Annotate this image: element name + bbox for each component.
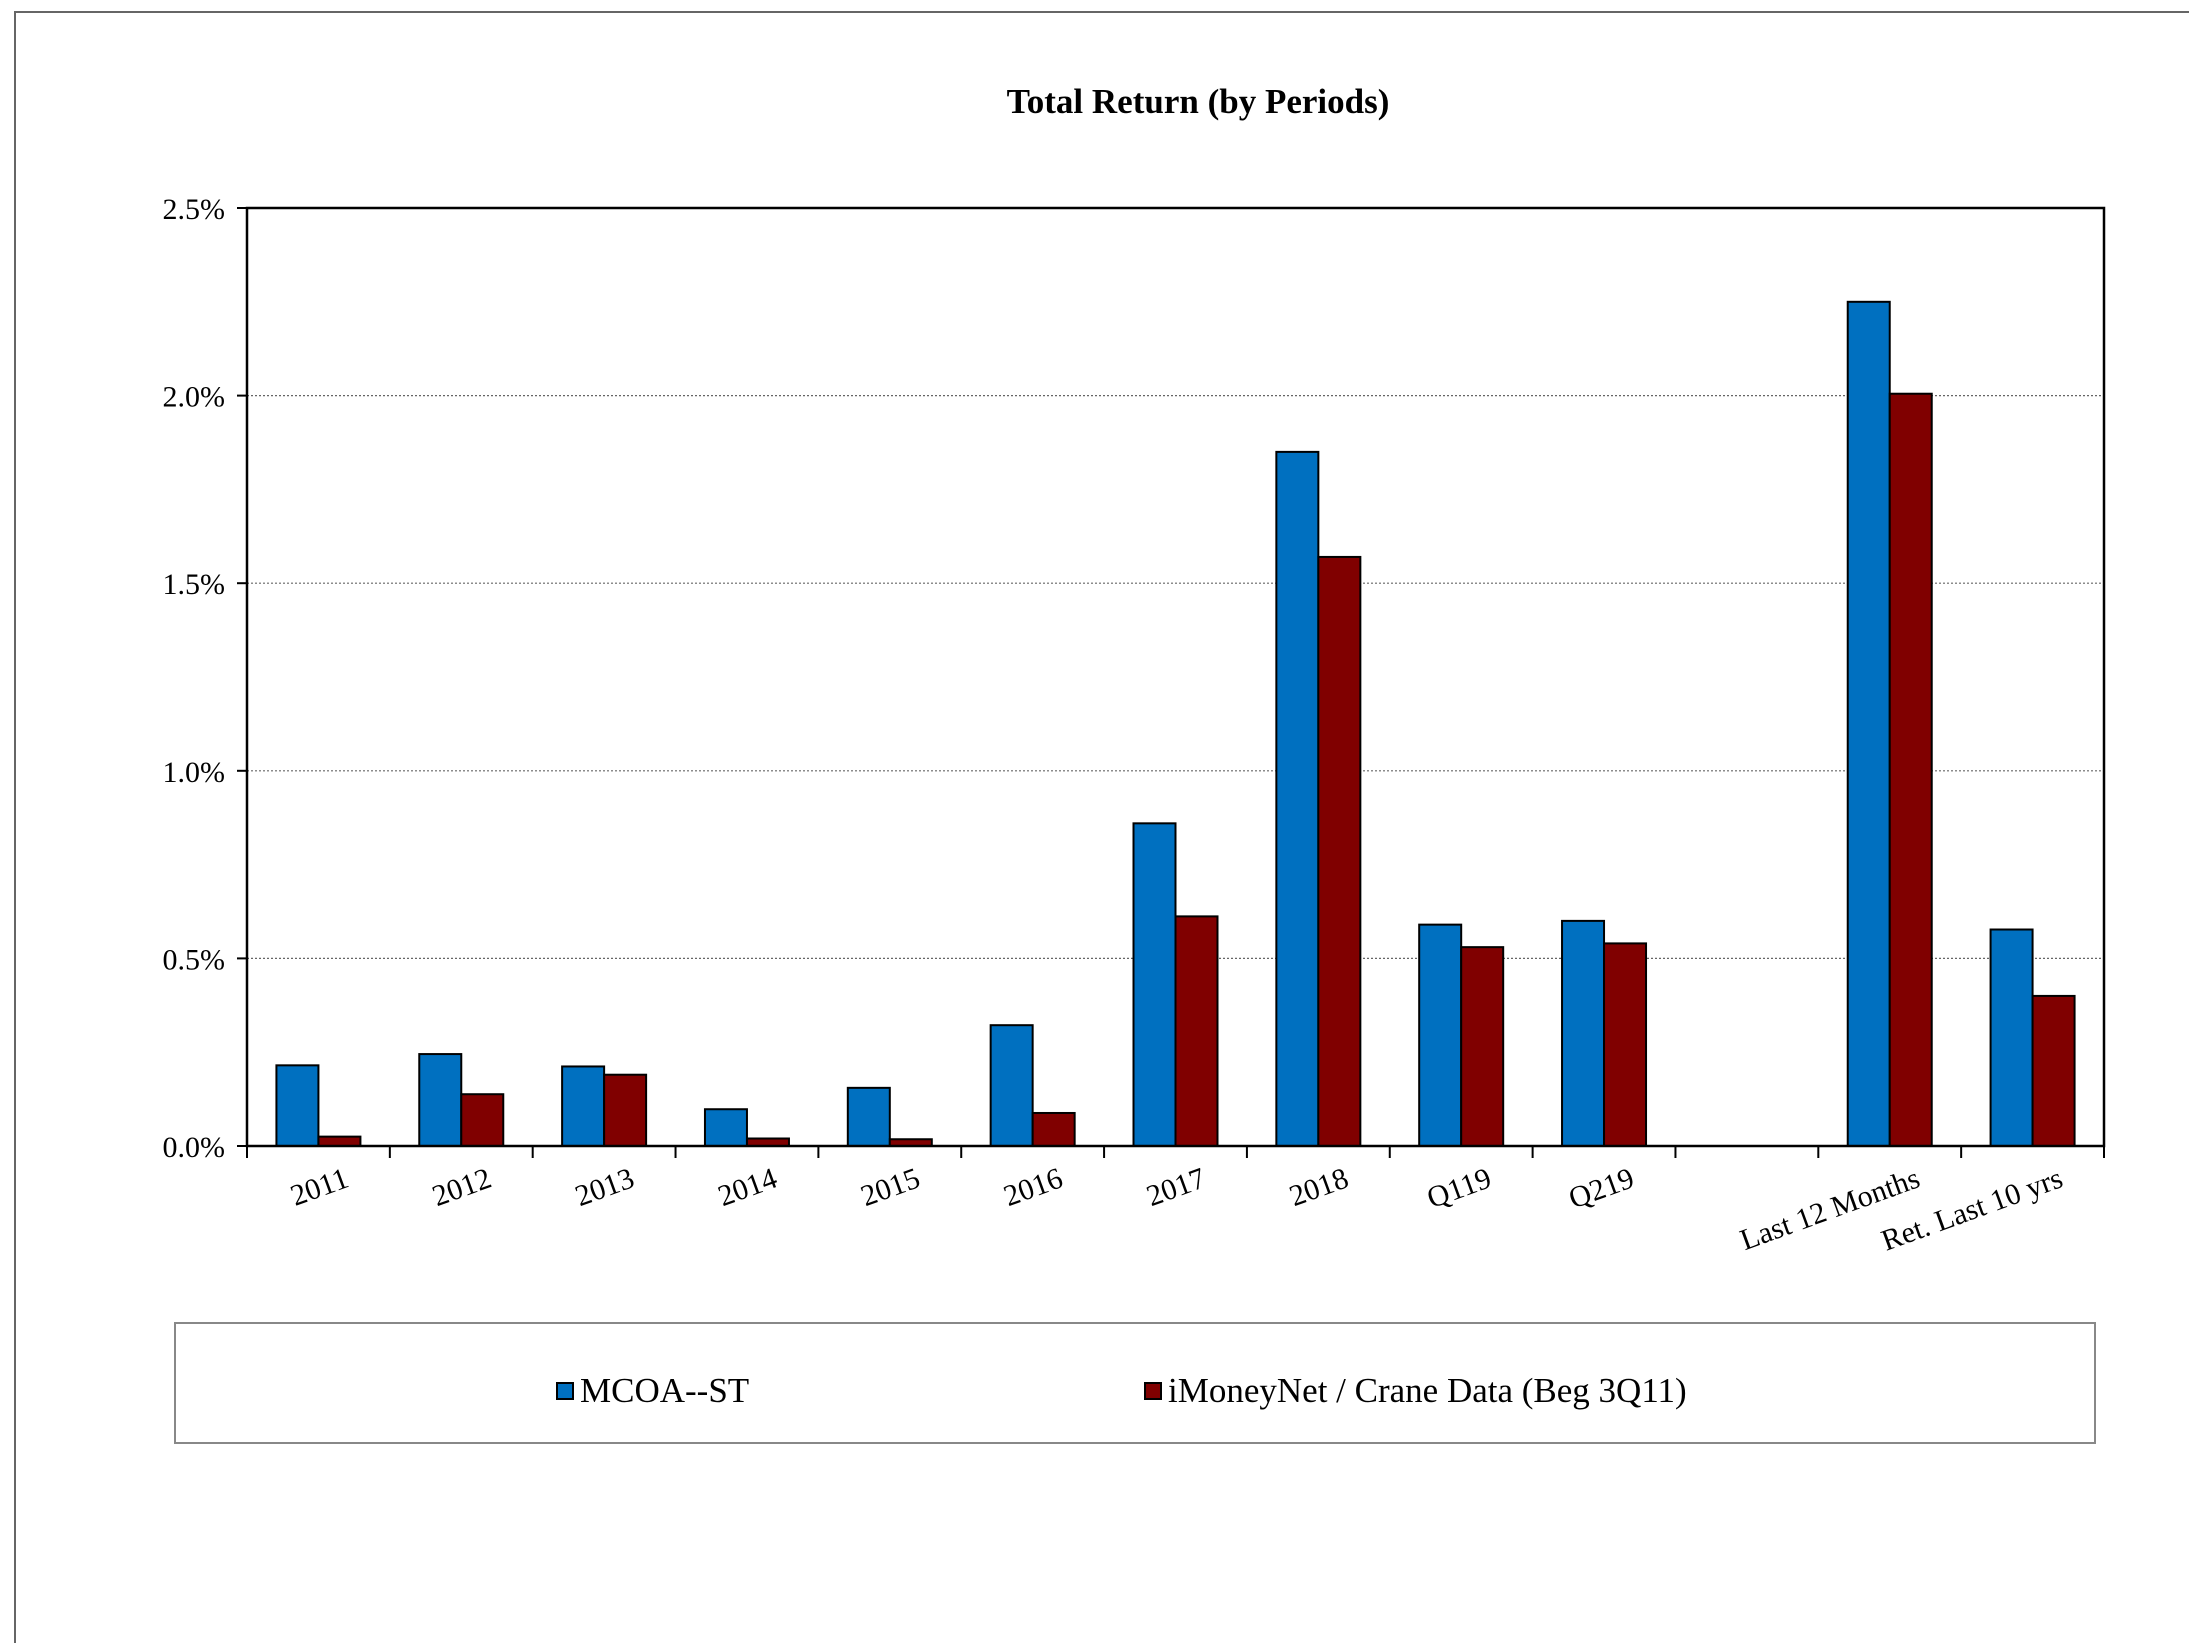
legend-swatch-imoneynet <box>1144 1382 1162 1400</box>
bar-imoneynet <box>1603 942 1648 1148</box>
legend: MCOA--ST iMoneyNet / Crane Data (Beg 3Q1… <box>174 1322 2096 1444</box>
y-axis: 0.0% 0.5% 1.0% 1.5% 2.0% 2.5% <box>163 193 247 1164</box>
bar-imoneynet <box>317 1135 362 1147</box>
bar-mcoa <box>846 1086 891 1147</box>
legend-item-imoneynet: iMoneyNet / Crane Data (Beg 3Q11) <box>1144 1371 1687 1411</box>
bar-mcoa <box>1846 300 1891 1147</box>
plot-border <box>245 206 2106 1148</box>
y-tick-label: 1.0% <box>163 756 226 789</box>
chart-title: Total Return (by Periods) <box>1007 82 1390 121</box>
y-tick-label: 1.5% <box>163 568 226 601</box>
bar-mcoa <box>275 1064 320 1148</box>
x-tick-label: Q119 <box>1423 1162 1496 1215</box>
x-axis: 2011 2012 2013 2014 2015 2016 2017 2018 Q119 Q219… <box>246 1146 2105 1258</box>
x-tick-label: 2014 <box>714 1162 782 1214</box>
bar-imoneynet <box>460 1093 505 1148</box>
x-tick-label: Q219 <box>1564 1162 1638 1216</box>
legend-label-imoneynet: iMoneyNet / Crane Data (Beg 3Q11) <box>1168 1371 1687 1410</box>
bar-imoneynet <box>1031 1111 1076 1148</box>
bar-imoneynet <box>1317 555 1362 1147</box>
legend-label-mcoa: MCOA--ST <box>580 1371 750 1410</box>
y-tick-label: 0.0% <box>163 1131 226 1164</box>
bar-mcoa <box>703 1108 748 1147</box>
x-tick-label: 2018 <box>1285 1162 1353 1214</box>
x-tick-label: 2012 <box>428 1162 496 1214</box>
bar-mcoa <box>418 1053 463 1148</box>
bar-imoneynet <box>603 1073 648 1148</box>
x-tick-label: 2011 <box>286 1162 353 1213</box>
bar-imoneynet <box>2031 994 2076 1147</box>
y-tick-label: 2.5% <box>163 193 226 226</box>
bar-mcoa <box>1561 919 1606 1147</box>
bar-mcoa <box>1989 928 2034 1147</box>
bar-mcoa <box>1132 822 1177 1147</box>
x-tick-label: 2015 <box>857 1162 925 1214</box>
x-tick-label: 2017 <box>1142 1162 1210 1214</box>
bar-mcoa <box>1275 450 1320 1147</box>
legend-swatch-mcoa <box>556 1382 574 1400</box>
bar-imoneynet <box>1174 915 1219 1148</box>
x-tick-label: 2013 <box>571 1162 639 1214</box>
bar-imoneynet <box>1888 392 1933 1147</box>
bar-mcoa <box>1418 923 1463 1148</box>
y-tick-label: 0.5% <box>163 943 226 976</box>
y-tick-label: 2.0% <box>163 381 226 414</box>
legend-item-mcoa: MCOA--ST <box>556 1371 749 1411</box>
bar-mcoa <box>989 1024 1034 1147</box>
bar-mcoa <box>561 1065 606 1148</box>
chart-frame <box>14 11 2189 1643</box>
x-tick-label: 2016 <box>999 1162 1067 1214</box>
bars <box>275 300 2076 1148</box>
bar-imoneynet <box>1460 946 1505 1147</box>
